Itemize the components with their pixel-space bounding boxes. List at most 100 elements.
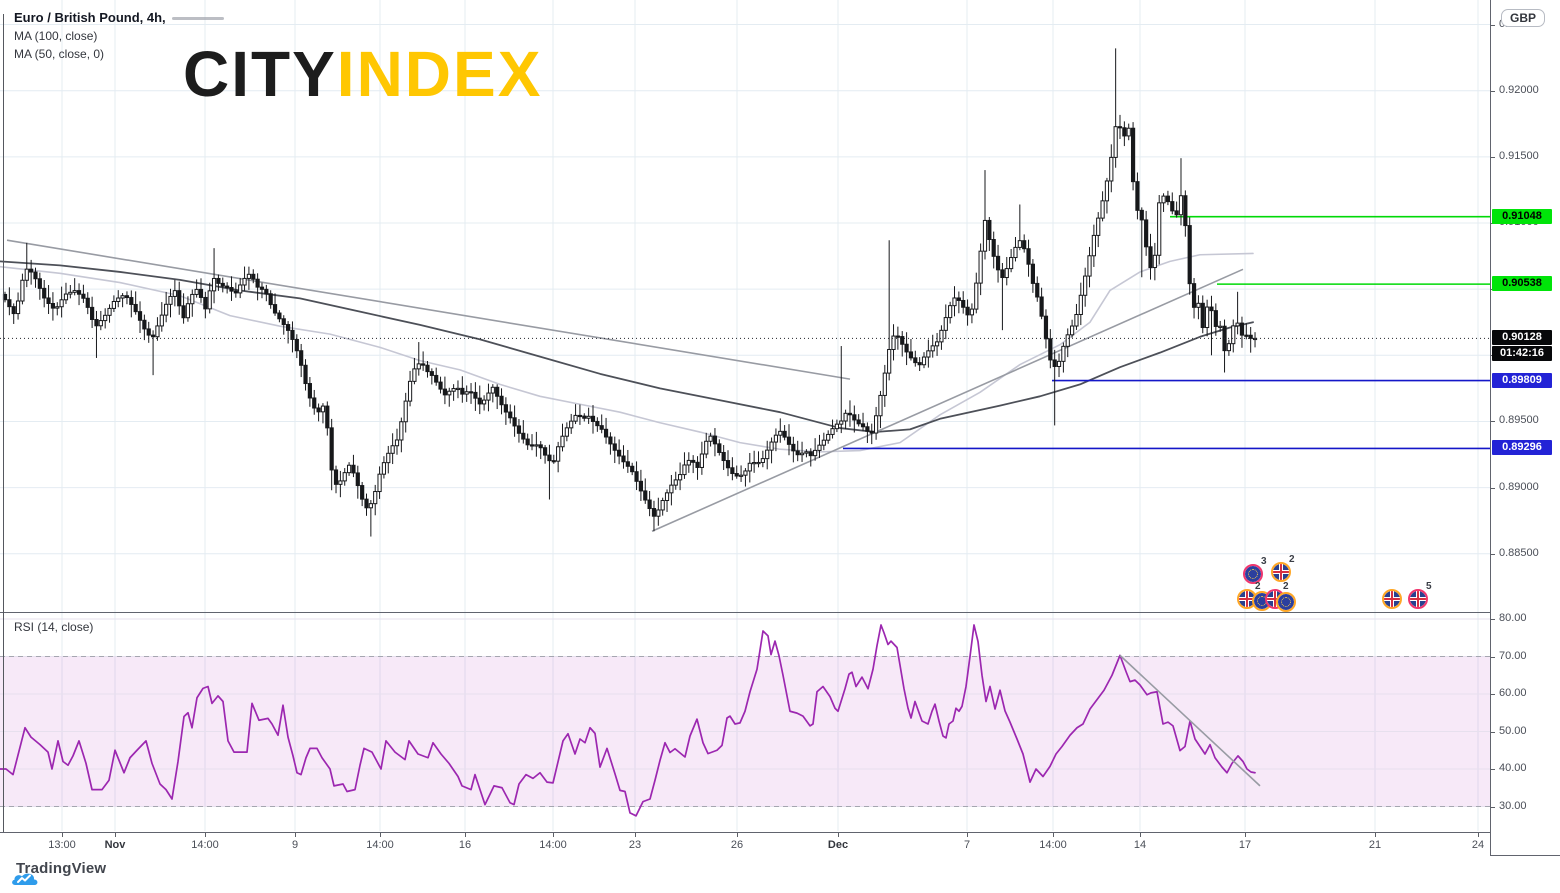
candle[interactable] [373,491,378,505]
candle[interactable] [1170,201,1175,212]
candle[interactable] [129,297,134,305]
ma50-legend[interactable]: MA (50, close, 0) [14,47,105,61]
candle[interactable] [852,414,857,421]
candle[interactable] [225,285,230,289]
candle[interactable] [634,471,639,482]
candle[interactable] [913,357,918,364]
candle[interactable] [1196,302,1201,308]
candle[interactable] [791,443,796,452]
candle[interactable] [560,435,565,448]
candle[interactable] [900,336,905,345]
candle[interactable] [181,305,186,319]
candle[interactable] [826,433,831,441]
candle[interactable] [1218,325,1223,328]
candle[interactable] [316,407,321,413]
rsi-legend[interactable]: RSI (14, close) [14,620,94,634]
candle[interactable] [856,419,861,425]
candle[interactable] [708,435,713,442]
candle[interactable] [1039,296,1044,317]
candle[interactable] [438,381,443,390]
candle[interactable] [573,414,578,422]
candle[interactable] [33,271,38,280]
candle[interactable] [281,318,286,326]
candle[interactable] [834,423,840,430]
candle[interactable] [368,503,373,509]
candle[interactable] [1231,325,1236,345]
candle[interactable] [1183,195,1188,227]
candle[interactable] [68,291,73,295]
candle[interactable] [952,297,957,307]
candle[interactable] [355,472,360,487]
candle[interactable] [765,449,770,460]
uk-flag-event-icon[interactable] [1382,589,1402,609]
candle[interactable] [821,439,826,446]
candle[interactable] [177,290,182,307]
candle[interactable] [1074,313,1079,327]
candle[interactable] [987,219,992,241]
candle[interactable] [577,414,583,418]
candle[interactable] [760,458,765,463]
candle[interactable] [464,391,469,395]
candle[interactable] [904,343,909,353]
candle[interactable] [1248,334,1253,339]
candle[interactable] [599,425,604,430]
candle[interactable] [1252,337,1258,341]
candle[interactable] [529,444,535,447]
candle[interactable] [756,461,761,465]
candle[interactable] [686,459,691,466]
candle[interactable] [268,293,273,306]
eu-flag-event-icon[interactable] [1276,592,1296,612]
candle[interactable] [76,290,82,295]
candle[interactable] [81,293,86,299]
candle[interactable] [982,219,988,252]
candle[interactable] [1113,126,1118,158]
candle[interactable] [874,415,879,434]
candle[interactable] [277,312,282,320]
candle[interactable] [107,307,112,316]
candle[interactable] [595,420,600,427]
candle[interactable] [42,287,47,299]
candle[interactable] [94,318,99,327]
candle[interactable] [995,255,1001,271]
candle[interactable] [564,427,569,437]
candle[interactable] [786,436,792,445]
candle[interactable] [678,474,683,481]
candle[interactable] [1174,210,1179,216]
candle[interactable] [490,386,495,394]
main-chart-canvas[interactable] [0,0,1490,612]
candle[interactable] [342,472,347,482]
candle[interactable] [799,452,805,456]
candle[interactable] [238,284,243,294]
candle[interactable] [961,299,966,308]
candle[interactable] [808,451,813,457]
candle[interactable] [664,492,670,502]
candle[interactable] [934,341,940,347]
candle[interactable] [804,451,809,454]
ma100-line[interactable] [0,260,1254,433]
candle[interactable] [399,421,404,441]
candle[interactable] [24,268,29,281]
candle[interactable] [1148,246,1153,269]
candle[interactable] [847,412,853,416]
candle[interactable] [721,451,726,462]
candle[interactable] [133,303,138,313]
candle[interactable] [1135,181,1140,211]
candle[interactable] [403,400,408,423]
candle[interactable] [307,383,312,399]
candle[interactable] [390,445,395,454]
candle[interactable] [394,439,400,447]
candle[interactable] [286,324,291,331]
candle[interactable] [59,299,64,308]
candle[interactable] [1157,202,1162,256]
candle[interactable] [839,420,844,425]
candle[interactable] [242,277,247,286]
candle[interactable] [11,306,16,315]
candle[interactable] [1117,126,1123,129]
uk-flag-event-icon[interactable] [1408,589,1428,609]
candle[interactable] [246,273,252,279]
candle[interactable] [1152,254,1157,269]
support-1-price-label[interactable]: 0.89809 [1492,373,1552,388]
candle[interactable] [956,297,961,301]
candle[interactable] [782,430,787,438]
candle[interactable] [551,460,556,463]
